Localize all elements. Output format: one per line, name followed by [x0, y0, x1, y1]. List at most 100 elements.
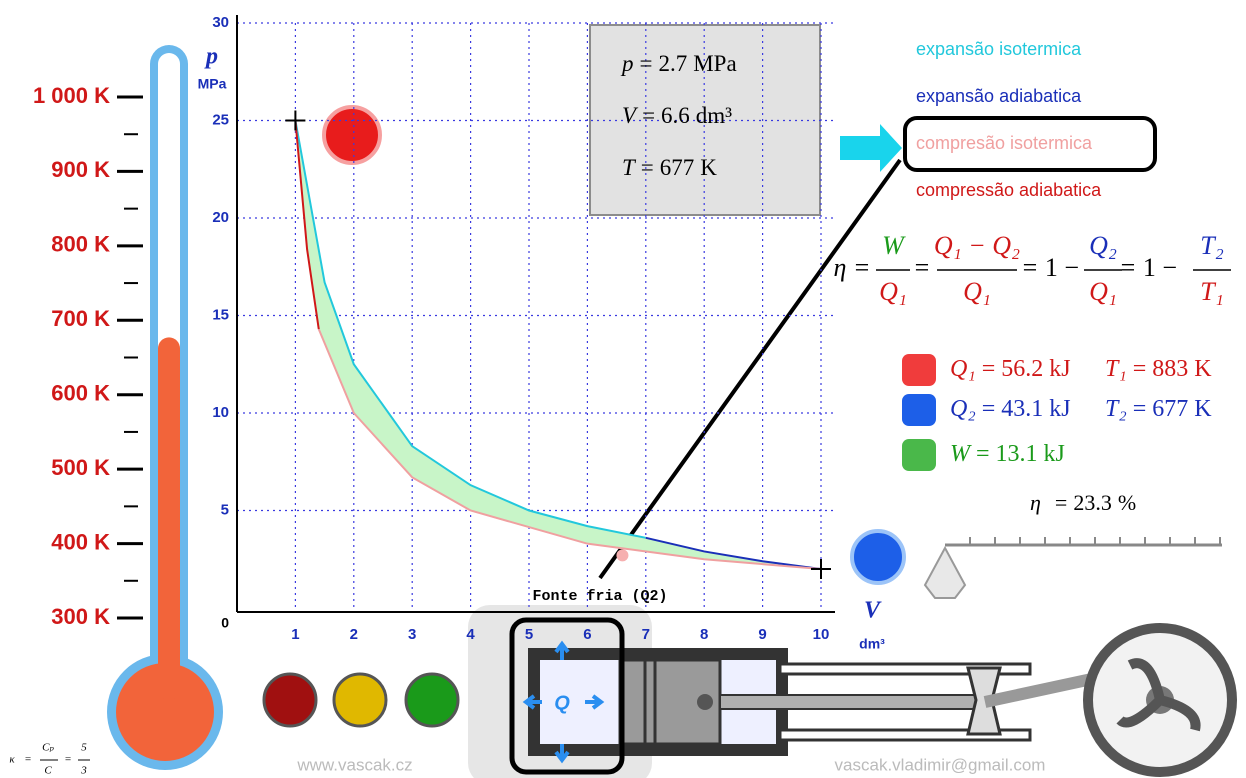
result: T₂=677K — [1105, 396, 1212, 422]
fraction-denominator: Q₁ — [879, 277, 907, 306]
y-tick-label: 10 — [212, 404, 229, 421]
text-part: K — [1194, 356, 1212, 382]
text-part: = — [976, 441, 990, 467]
kappa-num: Cₚ — [42, 742, 54, 754]
result-swatch — [902, 354, 936, 386]
pointer-line — [600, 160, 900, 578]
red-ball-button[interactable] — [324, 107, 380, 163]
kappa-eq: = — [24, 754, 31, 766]
corner-marker — [285, 111, 305, 131]
text-part: = — [642, 103, 655, 128]
formula-eq: = — [1023, 253, 1038, 282]
origin-label: 0 — [221, 615, 229, 631]
text-part: 23.3 — [1073, 490, 1112, 515]
text-part: 677 — [660, 155, 695, 180]
kappa-value-den: 3 — [80, 765, 87, 777]
fraction-numerator: Q₁ − Q₂ — [934, 231, 1020, 260]
text-part: = — [982, 356, 996, 382]
x-tick-label: 8 — [700, 626, 708, 643]
page: Fonte fria (Q2) Q www.vascak.cz vascak.v… — [0, 0, 1246, 778]
text-part: = — [1133, 356, 1147, 382]
kappa-symbol: κ — [9, 754, 15, 766]
x-tick-label: 6 — [583, 626, 591, 643]
text-part: Q₁ — [950, 356, 976, 382]
piston-rod — [720, 695, 980, 709]
text-part: T₁ — [1105, 356, 1127, 382]
x-tick-label: 5 — [525, 626, 533, 643]
text-part: p — [620, 51, 634, 76]
balance-weight — [925, 548, 965, 598]
current-arrow — [840, 124, 902, 172]
fraction-numerator: Q₂ — [1089, 231, 1117, 260]
thermometer-label: 700 K — [51, 306, 110, 331]
kappa-eq: = — [64, 754, 71, 766]
x-axis-unit: dm³ — [859, 636, 885, 652]
y-axis-unit: MPa — [198, 76, 227, 92]
fraction-numerator: W — [882, 231, 906, 260]
result-swatch — [902, 394, 936, 426]
x-axis-label: V — [864, 598, 882, 624]
x-tick-label: 10 — [813, 626, 830, 643]
red-button[interactable] — [264, 674, 316, 726]
thermometer-label: 900 K — [51, 157, 110, 182]
footer-site: www.vascak.cz — [296, 755, 412, 774]
formula-eq: = — [915, 253, 930, 282]
text-part: kJ — [1049, 356, 1070, 382]
yellow-button[interactable] — [334, 674, 386, 726]
text-part: 43.1 — [1001, 396, 1043, 422]
x-tick-label: 4 — [466, 626, 475, 643]
text-part: % — [1118, 490, 1136, 515]
text-part: kJ — [1044, 441, 1065, 467]
mercury — [158, 337, 180, 700]
x-tick-label: 7 — [642, 626, 650, 643]
thermometer-label: 800 K — [51, 232, 110, 257]
efficiency: η =23.3% — [1030, 490, 1136, 515]
fraction-numerator: T₂ — [1200, 231, 1224, 260]
result-swatch — [902, 439, 936, 471]
text-part: 13.1 — [996, 441, 1038, 467]
text-part: kJ — [1049, 396, 1070, 422]
blue-ball-button[interactable] — [852, 531, 904, 583]
thermometer-label: 500 K — [51, 455, 110, 480]
text-part: = — [1055, 490, 1067, 515]
thermometer-label: 300 K — [51, 604, 110, 629]
y-tick-label: 25 — [212, 111, 229, 128]
formula-one-minus: 1 − — [1143, 253, 1177, 282]
text-part: T₂ — [1105, 396, 1127, 422]
heat-label: Q — [554, 692, 570, 714]
green-button[interactable] — [406, 674, 458, 726]
simulation: Fonte fria (Q2) Q www.vascak.cz vascak.v… — [0, 0, 1246, 778]
text-part: MPa — [693, 51, 736, 76]
state-point — [616, 549, 628, 561]
text-part: K — [700, 155, 717, 180]
x-tick-label: 1 — [291, 626, 299, 643]
y-axis-label: p — [204, 44, 218, 70]
text-part: = — [1133, 396, 1147, 422]
text-part: η — [1030, 490, 1041, 515]
formula-eq: = — [855, 253, 870, 282]
text-part: 6.6 — [661, 103, 690, 128]
kappa-value-num: 5 — [81, 742, 87, 754]
text-part: = — [641, 155, 654, 180]
kappa-den: C — [44, 765, 52, 777]
fraction-denominator: Q₁ — [963, 277, 991, 306]
corner-marker — [811, 559, 831, 579]
thermometer-label: 1 000 K — [33, 83, 110, 108]
text-part: = — [640, 51, 653, 76]
fraction-denominator: Q₁ — [1089, 277, 1117, 306]
text-part: Q₂ — [950, 396, 976, 422]
thermometer-label: 600 K — [51, 381, 110, 406]
text-part: K — [1194, 396, 1212, 422]
x-tick-label: 9 — [758, 626, 766, 643]
legend-entry: expansão isotermica — [916, 39, 1082, 59]
text-part: 883 — [1152, 356, 1188, 382]
legend-entry: expansão adiabatica — [916, 86, 1082, 106]
y-tick-label: 15 — [212, 306, 229, 323]
text-part: 56.2 — [1001, 356, 1043, 382]
engine-caption: Fonte fria (Q2) — [532, 588, 667, 605]
legend-entry: compresão isotermica — [916, 133, 1093, 153]
text-part: 2.7 — [658, 51, 687, 76]
